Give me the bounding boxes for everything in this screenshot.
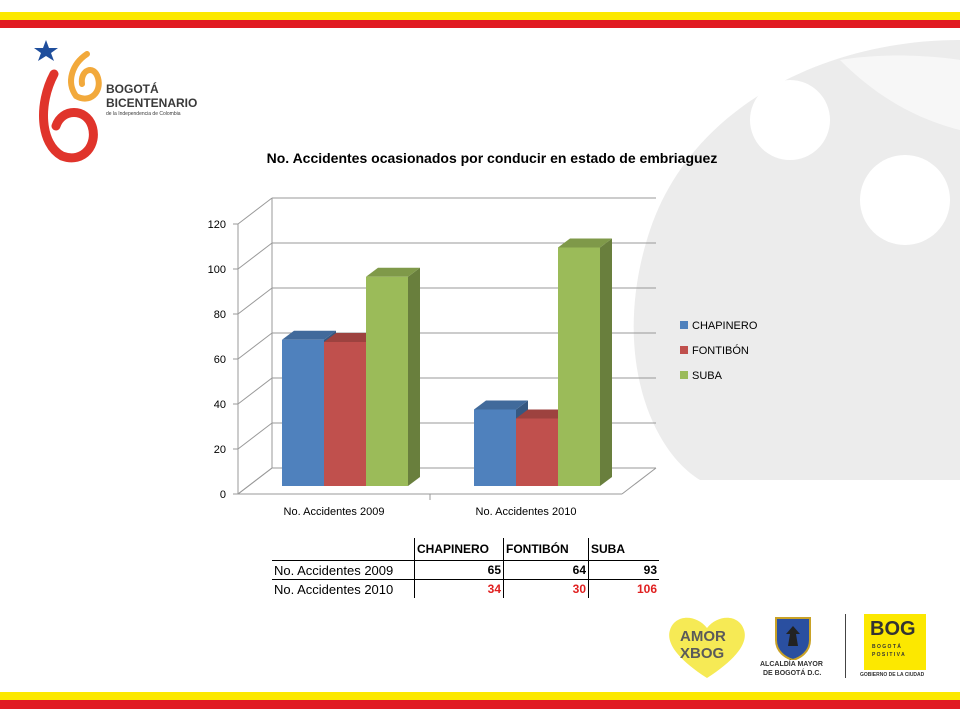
bar-front [366,276,408,486]
bottom-red-stripe [0,700,960,709]
cell-value: 64 [503,560,589,580]
bar-top [324,333,378,342]
legend-swatch [680,346,688,354]
legend-swatch [680,321,688,329]
bar-front [282,339,324,486]
bar-top [558,238,612,248]
floor-right-edge [621,467,657,495]
y-tick-label: 0 [220,489,226,501]
bog-positiva-logo: BOG B O G O T Á P O S I T I V A [864,614,926,670]
y-tick-label: 20 [214,444,226,456]
x-tick-label: No. Accidentes 2010 [476,506,577,518]
cell-value: 34 [414,579,504,598]
y-tick-label: 120 [208,219,226,231]
chart-title: No. Accidentes ocasionados por conducir … [267,150,718,166]
bar-top [516,409,570,419]
legend-label: FONTIBÓN [692,344,749,357]
coat-of-arms-icon [775,617,811,660]
bog-sub3: GOBIERNO DE LA CIUDAD [860,672,925,678]
legend-label: CHAPINERO [692,320,758,332]
bar-top [474,400,528,410]
logo-line1: BOGOTÁ [106,82,159,96]
logo-line3: de la Independencia de Colombia [106,111,181,117]
table-row: No. Accidentes 2010 34 30 106 [272,579,659,598]
bar-front [324,342,366,486]
bar-top [366,267,420,277]
cell-value: 65 [414,560,504,580]
table-row: No. Accidentes 2009 65 64 93 [272,560,659,580]
row-label: No. Accidentes 2009 [272,560,415,580]
gridline-side [237,242,273,270]
gridline-side [237,287,273,315]
bar-front [474,409,516,486]
y-tick-label: 60 [214,354,226,366]
legend-label: SUBA [692,370,723,382]
alcaldia-line1: ALCALDÍA MAYOR [760,661,823,668]
logo-line2: BICENTENARIO [106,96,198,110]
table-header-chapinero: CHAPINERO [414,538,504,561]
y-tick-label: 40 [214,399,226,411]
bogota-bicentenario-logo [34,40,102,163]
bog-sub1: B O G O T Á [872,644,901,650]
star-icon [34,40,58,61]
footer-divider [845,614,846,678]
cell-value: 106 [636,582,657,596]
bog-sub2: P O S I T I V A [872,652,905,658]
alcaldia-line2: DE BOGOTÁ D.C. [763,670,822,677]
x-tick-label: No. Accidentes 2009 [284,506,385,518]
y-tick-label: 100 [208,264,226,276]
gridline-side [237,377,273,405]
gridline-side [237,467,273,495]
gridline-side [237,332,273,360]
bottom-yellow-stripe [0,692,960,700]
top-yellow-stripe [0,12,960,20]
amor-logo-line1: AMOR [680,628,726,645]
bar-front [516,418,558,486]
legend-swatch [680,371,688,379]
bar-suba-1 [558,238,612,486]
amor-xbog-logo [669,617,745,678]
data-table: CHAPINERO FONTIBÓN SUBA No. Accidentes 2… [272,538,659,598]
amor-logo-line2: XBOG [680,645,725,662]
bar-front [558,247,600,486]
cell-value: 30 [503,579,589,598]
row-label: No. Accidentes 2010 [272,579,415,598]
table-header-suba: SUBA [588,538,659,561]
bar-top [282,330,336,340]
table-corner [272,538,415,561]
cell-value: 93 [588,560,659,580]
gridline-side [237,197,273,225]
bar-side [408,267,420,486]
top-red-stripe [0,20,960,28]
y-tick-label: 80 [214,309,226,321]
bar-suba-0 [366,267,420,486]
table-header-fontibon: FONTIBÓN [503,538,589,561]
bog-main: BOG [870,618,916,640]
gridline-side [237,422,273,450]
bar-side [600,238,612,486]
